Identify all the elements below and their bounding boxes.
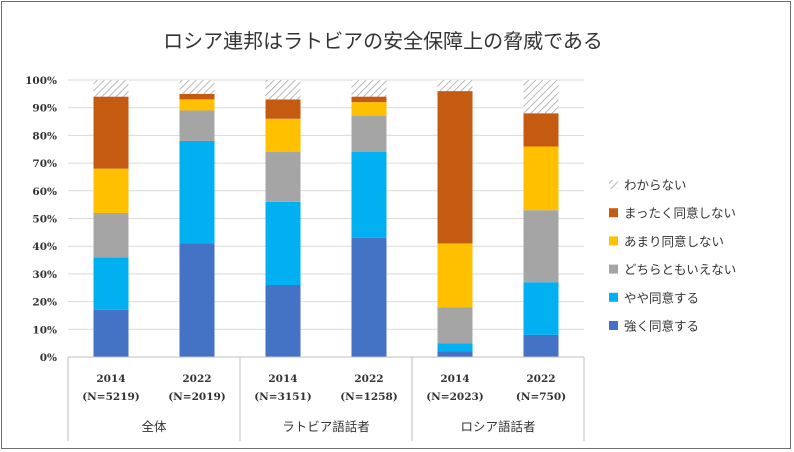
bar-segment [523,80,559,114]
bar-segment [93,257,129,310]
bar-segment [93,80,129,97]
y-tick-label: 20% [32,297,57,309]
group-label: 全体 [141,419,167,434]
y-tick-label: 90% [32,103,57,115]
bar-segment [351,116,387,153]
legend-label: どちらともいえない [624,262,736,277]
bar-segment [265,152,301,202]
x-tick-year: 2014 [268,373,297,385]
legend-label: まったく同意しない [624,206,736,221]
bar-segment [351,80,387,97]
bars [93,80,559,357]
y-tick-label: 50% [32,214,57,226]
legend: わからないまったく同意しないあまり同意しないどちらともいえないやや同意する強く同… [609,178,736,334]
bar-segment [351,102,387,117]
bar-segment [179,99,215,111]
bar-segment [179,243,215,357]
bar-segment [93,168,129,213]
group-label: ロシア語話者 [460,419,535,434]
y-tick-label: 10% [32,324,57,336]
y-tick-label: 60% [32,186,57,198]
y-tick-label: 70% [32,158,57,170]
bar-segment [437,91,473,244]
gridlines [68,79,584,330]
bar-segment [265,284,301,357]
bar-segment [265,80,301,100]
bar-segment [179,80,215,94]
bar-segment [265,201,301,285]
bar-segment [179,110,215,141]
bar-segment [351,237,387,357]
bar-segment [179,140,215,244]
x-tick-year: 2014 [96,373,125,385]
legend-swatch [609,180,618,189]
bar-segment [437,80,473,92]
legend-swatch [609,321,618,330]
bar-segment [437,351,473,357]
x-tick-n: (N=2019) [168,391,226,403]
bar-segment [437,343,473,352]
bar-segment [265,118,301,153]
x-tick-year: 2022 [182,373,211,385]
legend-swatch [609,208,618,218]
bar-segment [179,93,215,100]
bar-segment [523,113,559,147]
legend-label: やや同意する [624,290,699,305]
legend-swatch [609,292,618,302]
legend-swatch [609,236,618,246]
x-tick-n: (N=750) [516,391,566,403]
y-tick-label: 0% [40,352,57,364]
bar-segment [351,152,387,238]
x-tick-year: 2014 [440,373,469,385]
y-tick-label: 80% [32,130,57,142]
legend-label: あまり同意しない [624,234,724,249]
x-tick-year: 2022 [354,373,383,385]
legend-label: わからない [624,178,687,193]
bar-segment [351,96,387,103]
bar-segment [523,334,559,357]
x-tick-n: (N=5219) [82,391,140,403]
x-axis: 2014 (N=5219) 2022 (N=2019) 2014 (N=3151) 2022… [67,356,585,441]
legend-label: 強く同意する [624,319,699,334]
bar-segment [93,96,129,169]
x-tick-n: (N=1258) [340,391,398,403]
bar-segment [265,99,301,119]
bar-segment [523,146,559,211]
x-tick-year: 2022 [526,373,555,385]
y-tick-label: 30% [32,269,57,281]
bar-segment [437,243,473,308]
x-tick-n: (N=2023) [426,391,484,403]
group-label: ラトビア語話者 [282,419,370,434]
bar-segment [523,210,559,283]
y-tick-label: 100% [25,75,57,87]
bar-segment [437,307,473,344]
y-tick-label: 40% [32,241,57,253]
bar-segment [93,309,129,357]
chart-title: ロシア連邦はラトビアの安全保障上の脅威である [163,29,603,53]
legend-swatch [609,264,618,274]
y-axis-ticks: 0% 10% 20% 30% 40% 50% 60% 70% 80% 90% 100% [25,75,57,364]
x-tick-n: (N=3151) [254,391,312,403]
bar-segment [523,282,559,335]
bar-segment [93,212,129,258]
